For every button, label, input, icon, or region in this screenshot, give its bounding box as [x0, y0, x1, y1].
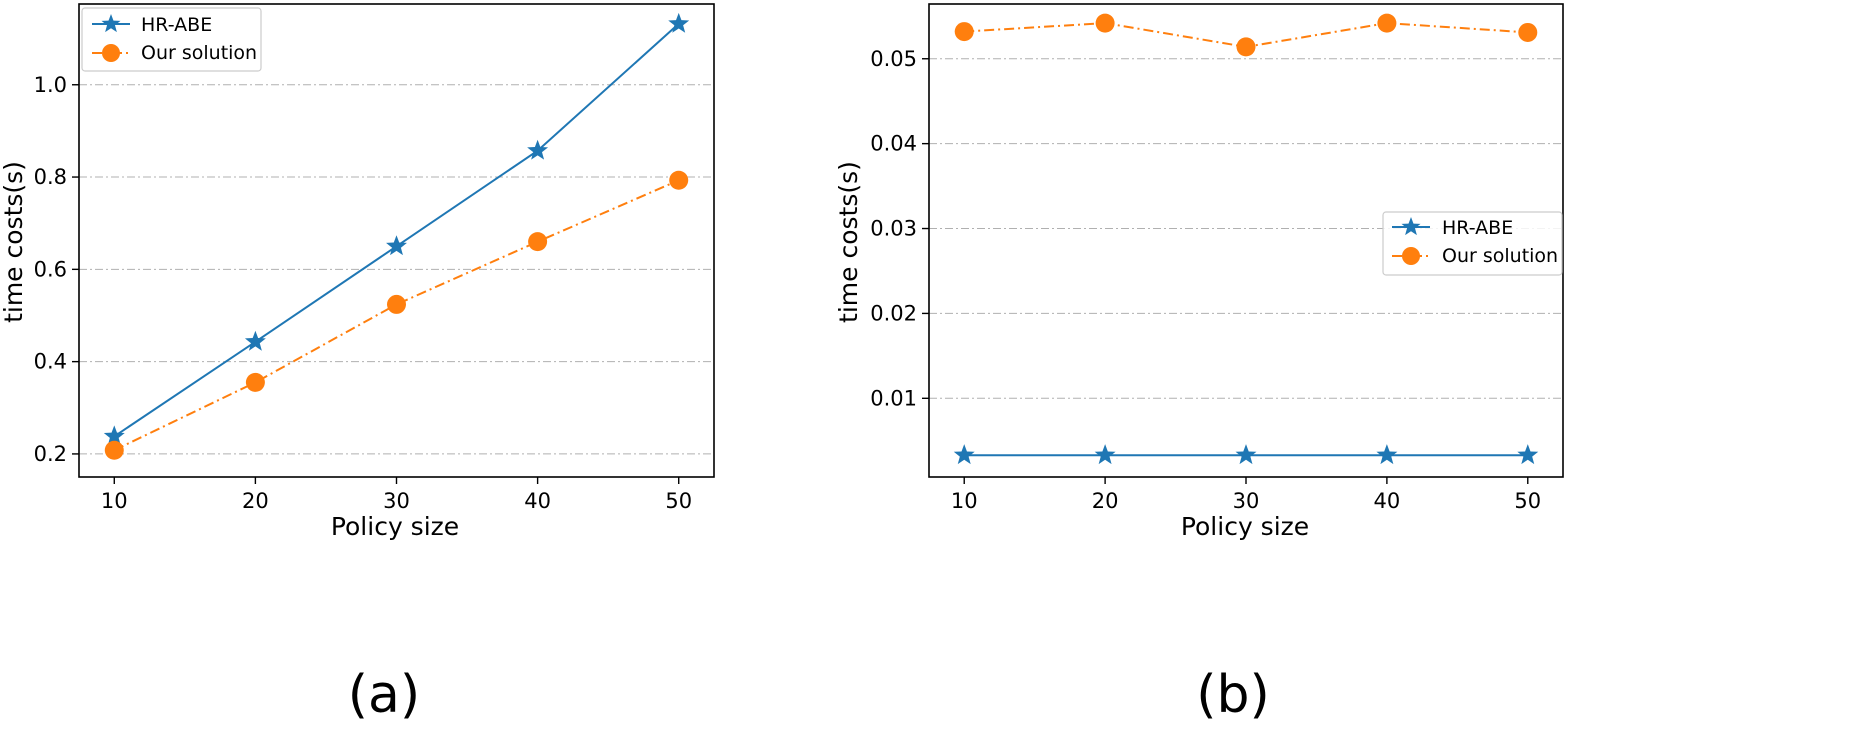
data-point-hr-abe — [1517, 444, 1539, 465]
y-tick-label: 1.0 — [34, 73, 67, 97]
data-point-hr-abe — [527, 139, 549, 160]
x-tick-label: 30 — [1233, 489, 1260, 513]
legend-label-hr-abe-b: HR-ABE — [1442, 217, 1513, 239]
y-axis-label-a: time costs(s) — [0, 161, 28, 323]
data-point-our-solution — [954, 22, 974, 42]
x-tick-label: 10 — [951, 489, 978, 513]
legend-label-ours-b: Our solution — [1442, 245, 1558, 267]
panel-label-a: (a) — [348, 665, 420, 725]
data-point-our-solution — [104, 440, 124, 460]
y-tick-label: 0.6 — [34, 257, 67, 281]
data-point-hr-abe — [668, 12, 690, 33]
legend-marker-ours-a — [102, 44, 120, 62]
data-point-our-solution — [1518, 22, 1538, 42]
y-tick-label: 0.02 — [870, 301, 917, 325]
legend-b: HR-ABE Our solution — [1382, 211, 1563, 276]
series-line-our-solution — [113, 179, 680, 452]
data-point-hr-abe — [1235, 444, 1257, 465]
data-point-our-solution — [1377, 13, 1397, 33]
grid-lines-a — [79, 84, 714, 455]
x-tick-label: 50 — [1514, 489, 1541, 513]
data-point-our-solution — [669, 170, 689, 190]
y-tick-label: 0.05 — [870, 47, 917, 71]
data-point-hr-abe — [103, 425, 125, 446]
x-tick-label: 30 — [383, 489, 410, 513]
x-tick-label: 40 — [524, 489, 551, 513]
y-tick-label: 0.4 — [34, 350, 67, 374]
data-point-hr-abe — [1094, 444, 1116, 465]
y-tick-label: 0.01 — [870, 386, 917, 410]
data-point-our-solution — [387, 294, 406, 314]
y-tick-label: 0.04 — [870, 132, 917, 156]
legend-marker-ours-b — [1402, 247, 1420, 265]
data-point-hr-abe — [244, 330, 266, 351]
data-point-hr-abe — [953, 444, 975, 465]
legend-label-hr-abe-a: HR-ABE — [141, 14, 212, 36]
data-point-our-solution — [1095, 13, 1115, 33]
x-tick-label: 40 — [1374, 489, 1401, 513]
y-tick-label: 0.8 — [34, 165, 67, 189]
data-point-hr-abe — [386, 235, 407, 256]
x-tick-label: 50 — [665, 489, 692, 513]
legend-label-ours-a: Our solution — [141, 42, 257, 64]
data-point-our-solution — [1236, 37, 1256, 57]
panel-label-b: (b) — [1196, 665, 1270, 725]
chart-panel-a: 0.2 0.4 0.6 0.8 1.0 10 20 30 40 50 Policy size ti… — [0, 3, 715, 725]
x-axis-label-a: Policy size — [331, 512, 459, 541]
data-point-our-solution — [245, 372, 265, 392]
legend-marker-hr-abe-a — [101, 14, 121, 33]
legend-marker-hr-abe-b — [1401, 217, 1421, 236]
x-axis-label-b: Policy size — [1181, 512, 1309, 541]
y-tick-label: 0.2 — [34, 442, 67, 466]
x-tick-label: 20 — [242, 489, 269, 513]
x-tick-label: 10 — [101, 489, 128, 513]
chart-panel-b: 0.01 0.02 0.03 0.04 0.05 10 20 30 40 50 Policy si… — [834, 3, 1564, 725]
legend-a: HR-ABE Our solution — [81, 7, 262, 72]
data-point-hr-abe — [1376, 444, 1398, 465]
data-point-our-solution — [528, 232, 548, 252]
x-tick-label: 20 — [1092, 489, 1119, 513]
y-axis-label-b: time costs(s) — [834, 161, 863, 323]
y-tick-label: 0.03 — [870, 217, 917, 241]
